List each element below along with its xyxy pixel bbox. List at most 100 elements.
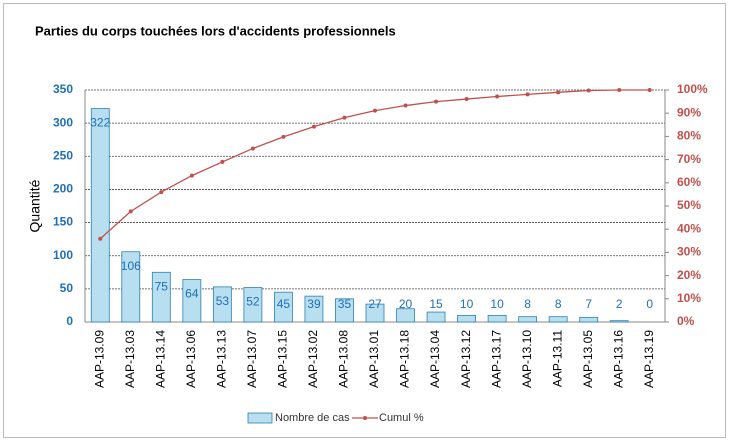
line-marker xyxy=(525,92,530,97)
data-label: 7 xyxy=(585,297,592,311)
bar xyxy=(518,316,538,323)
line-marker xyxy=(403,103,408,108)
bar xyxy=(396,308,415,323)
bar xyxy=(457,314,476,323)
bar xyxy=(182,279,202,323)
y-tick-label: 50 xyxy=(60,281,74,295)
line-marker xyxy=(464,97,469,102)
y2-tick-label: 70% xyxy=(677,152,701,166)
bar xyxy=(426,311,446,323)
data-label: 8 xyxy=(524,297,531,311)
data-label: 0 xyxy=(646,297,653,311)
line-marker xyxy=(159,190,164,195)
x-tick-label: AAP-13.12 xyxy=(459,330,473,388)
data-label: 20 xyxy=(399,297,413,311)
y2-tick-label: 100% xyxy=(677,82,708,96)
bar xyxy=(609,320,629,323)
y2-tick-label: 0% xyxy=(677,314,695,328)
legend-label: Nombre de cas xyxy=(275,412,350,424)
line-marker xyxy=(556,90,561,95)
x-tick-label: AAP-13.17 xyxy=(489,330,503,388)
bar xyxy=(335,298,354,323)
line-marker xyxy=(189,173,194,178)
y2-tick-label: 80% xyxy=(677,129,701,143)
data-label: 10 xyxy=(460,297,474,311)
bar xyxy=(212,286,232,323)
line-marker xyxy=(281,134,286,139)
y2-tick-label: 60% xyxy=(677,175,701,189)
x-tick-label: AAP-13.13 xyxy=(215,330,229,388)
bar xyxy=(274,291,293,323)
data-label: 52 xyxy=(246,295,260,309)
y2-tick-label: 20% xyxy=(677,268,701,282)
x-tick-label: AAP-13.01 xyxy=(367,330,381,388)
x-tick-label: AAP-13.19 xyxy=(642,330,656,388)
y-axis-title: Quantité xyxy=(27,179,43,232)
x-tick-label: AAP-13.11 xyxy=(550,330,564,387)
y-tick-label: 150 xyxy=(53,215,73,229)
x-tick-label: AAP-13.05 xyxy=(581,330,595,388)
bar xyxy=(579,316,599,323)
x-tick-label: AAP-13.10 xyxy=(520,330,534,388)
data-label: 106 xyxy=(121,259,141,273)
bar xyxy=(304,295,324,323)
x-tick-label: AAP-13.14 xyxy=(153,330,167,388)
x-tick-label: AAP-13.07 xyxy=(245,330,259,388)
bar xyxy=(151,271,171,323)
line-marker xyxy=(617,88,622,92)
x-tick-label: AAP-13.02 xyxy=(306,330,320,388)
bar xyxy=(121,251,141,323)
data-label: 39 xyxy=(307,297,321,311)
line-marker xyxy=(128,209,133,214)
line-marker xyxy=(647,88,652,92)
data-label: 10 xyxy=(490,297,504,311)
line-marker xyxy=(495,94,500,99)
data-label: 45 xyxy=(277,297,291,311)
y2-tick-label: 10% xyxy=(677,291,701,305)
legend-swatch xyxy=(247,412,273,424)
y-tick-label: 100 xyxy=(53,248,73,262)
line-marker xyxy=(220,159,225,164)
y-tick-label: 300 xyxy=(53,115,73,129)
y2-tick-label: 50% xyxy=(677,198,701,212)
line-marker xyxy=(342,115,347,120)
chart-title: Parties du corps touchées lors d'acciden… xyxy=(35,23,396,38)
data-label: 15 xyxy=(429,297,443,311)
line-marker xyxy=(586,88,591,93)
legend-label: Cumul % xyxy=(379,412,424,424)
data-label: 27 xyxy=(368,297,382,311)
line-marker xyxy=(434,99,439,104)
line-marker xyxy=(311,124,316,129)
y-tick-label: 250 xyxy=(53,148,73,162)
data-label: 322 xyxy=(90,116,110,130)
line-marker xyxy=(98,236,103,241)
x-tick-label: AAP-13.15 xyxy=(276,330,290,388)
bar xyxy=(548,316,568,323)
line-marker xyxy=(373,108,377,113)
data-label: 35 xyxy=(338,297,352,311)
bar xyxy=(243,287,263,323)
x-tick-label: AAP-13.09 xyxy=(92,330,106,388)
bar xyxy=(90,108,110,323)
bar xyxy=(487,314,507,323)
y2-tick-label: 30% xyxy=(677,245,701,259)
y-tick-label: 350 xyxy=(53,82,73,96)
y2-tick-label: 40% xyxy=(677,221,701,235)
data-label: 2 xyxy=(616,297,623,311)
x-tick-label: AAP-13.08 xyxy=(337,330,351,388)
x-tick-label: AAP-13.18 xyxy=(398,330,412,388)
y-tick-label: 200 xyxy=(53,182,73,196)
line-marker xyxy=(250,146,255,151)
y-tick-label: 0 xyxy=(66,314,73,328)
data-label: 64 xyxy=(185,287,199,301)
chart-frame xyxy=(3,3,726,438)
x-tick-label: AAP-13.03 xyxy=(123,330,137,388)
data-label: 75 xyxy=(155,279,169,293)
bar xyxy=(365,303,385,323)
legend-swatch-marker xyxy=(363,416,367,420)
data-label: 53 xyxy=(216,294,230,308)
x-tick-label: AAP-13.06 xyxy=(184,330,198,388)
x-tick-label: AAP-13.04 xyxy=(428,330,442,388)
x-tick-label: AAP-13.16 xyxy=(611,330,625,388)
